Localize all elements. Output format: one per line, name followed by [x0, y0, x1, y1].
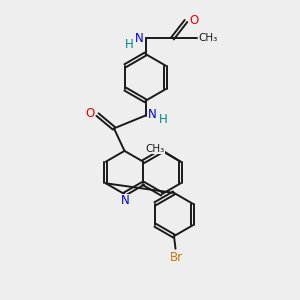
- Text: H: H: [158, 112, 167, 126]
- Text: Br: Br: [169, 250, 183, 264]
- Text: N: N: [134, 32, 143, 45]
- Text: N: N: [121, 194, 130, 207]
- Text: H: H: [124, 38, 134, 51]
- Text: N: N: [148, 107, 157, 121]
- Text: O: O: [189, 14, 198, 28]
- Text: CH₃: CH₃: [198, 33, 218, 43]
- Text: CH₃: CH₃: [146, 144, 165, 154]
- Text: O: O: [85, 106, 94, 120]
